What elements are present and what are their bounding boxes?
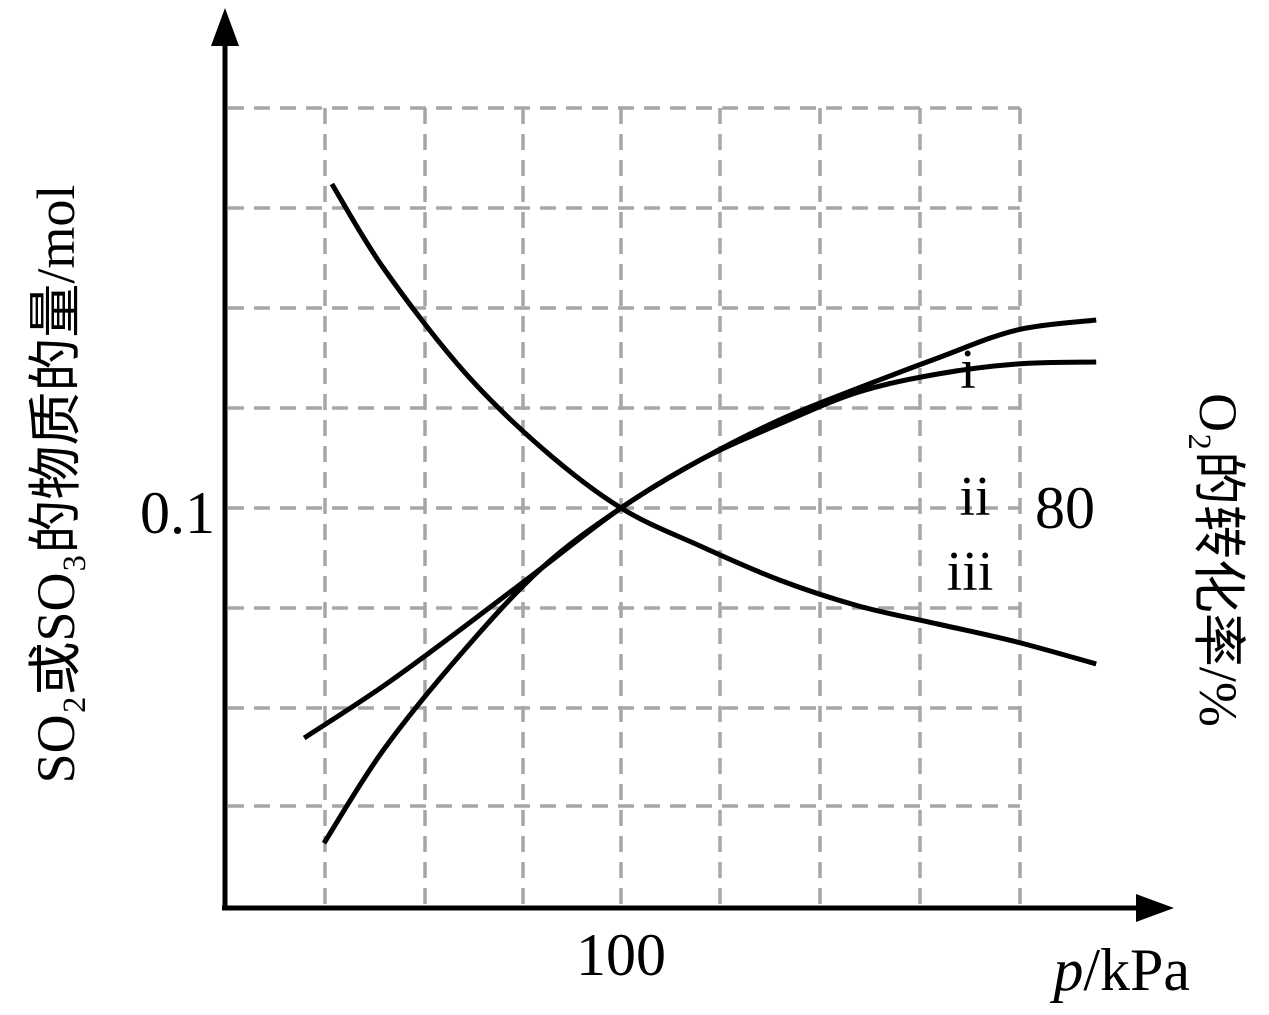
- series-line-ii: [321, 359, 1097, 845]
- y-right-axis-label: O₂的转化率/%: [1188, 393, 1248, 727]
- x-axis-arrow: [1136, 894, 1174, 922]
- y-right-tick-label: 80: [1035, 475, 1095, 541]
- x-axis-label-var: p: [1049, 937, 1083, 1003]
- series-label-iii: iii: [947, 541, 994, 603]
- series-label-ii: ii: [959, 466, 990, 528]
- series-line-iii: [329, 182, 1097, 667]
- x-axis-label-unit: /kPa: [1083, 937, 1190, 1003]
- curves: [302, 182, 1097, 845]
- series-label-i: i: [960, 339, 976, 401]
- y-left-tick-label: 0.1: [140, 480, 215, 546]
- x-axis-label: p/kPa: [1049, 937, 1190, 1003]
- series-line-i: [302, 317, 1097, 741]
- x-tick-label: 100: [576, 922, 666, 988]
- y-left-axis-label: SO₂或SO₃的物质的量/mol: [26, 185, 86, 784]
- y-axis-arrow: [211, 8, 239, 46]
